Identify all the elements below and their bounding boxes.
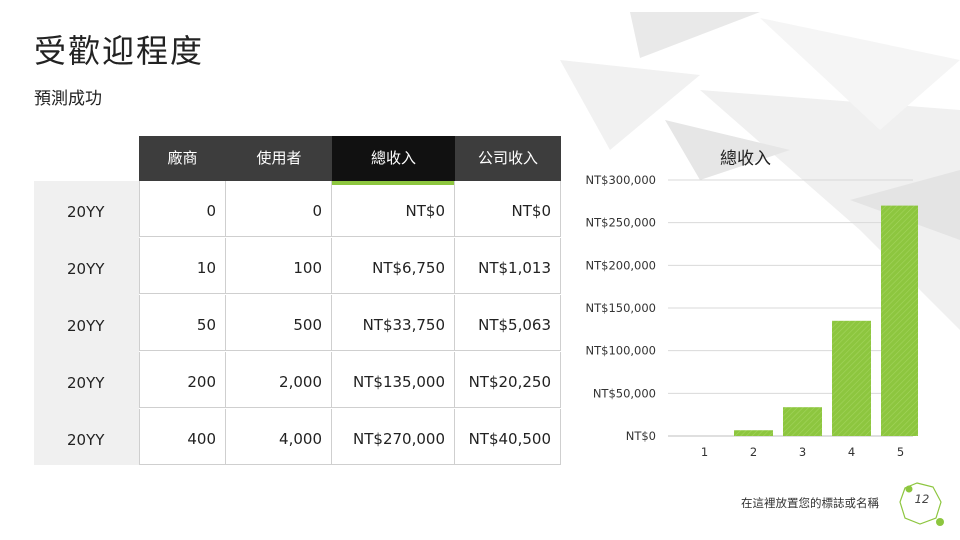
row-label: 20YY (67, 317, 105, 335)
y-tick-label: NT$50,000 (593, 386, 656, 400)
cell-vendors: 0 (139, 181, 226, 237)
page-number-badge (899, 482, 944, 526)
cell-total-revenue: NT$135,000 (332, 352, 455, 408)
cell-users: 2,000 (226, 352, 332, 408)
logo-placeholder-text: 在這裡放置您的標誌或名稱 (741, 496, 879, 510)
header-vendors: 廠商 (167, 149, 198, 167)
x-tick-label: 3 (799, 445, 806, 459)
revenue-bar-chart: NT$0 NT$50,000 NT$100,000 NT$150,000 NT$200,… (586, 173, 918, 459)
slide-subtitle: 預測成功 (34, 89, 102, 109)
slide-title: 受歡迎程度 (34, 32, 205, 70)
data-table: 0 0 NT$0 NT$0 10 100 NT$6,750 NT$1,013 5… (139, 181, 561, 466)
y-tick-label: NT$0 (626, 429, 656, 443)
x-tick-label: 5 (897, 445, 904, 459)
cell-users: 100 (226, 238, 332, 294)
x-tick-label: 2 (750, 445, 757, 459)
cell-users: 4,000 (226, 409, 332, 465)
row-label: 20YY (67, 203, 105, 221)
header-company-revenue: 公司收入 (477, 149, 538, 167)
cell-company-revenue: NT$1,013 (455, 238, 561, 294)
cell-company-revenue: NT$40,500 (455, 409, 561, 465)
cell-vendors: 50 (139, 295, 226, 351)
highlight-underline (332, 181, 455, 185)
x-tick-label: 1 (701, 445, 708, 459)
table-row: 0 0 NT$0 NT$0 (139, 181, 561, 238)
cell-company-revenue: NT$0 (455, 181, 561, 237)
cell-vendors: 400 (139, 409, 226, 465)
cell-vendors: 10 (139, 238, 226, 294)
row-header-band (34, 181, 139, 465)
table-row: 50 500 NT$33,750 NT$5,063 (139, 295, 561, 352)
row-label: 20YY (67, 374, 105, 392)
y-tick-label: NT$250,000 (586, 216, 657, 230)
y-tick-label: NT$100,000 (586, 344, 657, 358)
chart-bar (783, 407, 822, 436)
cell-total-revenue: NT$270,000 (332, 409, 455, 465)
cell-total-revenue: NT$6,750 (332, 238, 455, 294)
chart-bar (832, 320, 871, 436)
row-label: 20YY (67, 431, 105, 449)
chart-title: 總收入 (720, 149, 771, 169)
y-tick-label: NT$300,000 (586, 173, 657, 187)
cell-vendors: 200 (139, 352, 226, 408)
chart-bar (881, 205, 918, 436)
cell-total-revenue: NT$0 (332, 181, 455, 237)
header-users: 使用者 (256, 149, 302, 167)
cell-company-revenue: NT$5,063 (455, 295, 561, 351)
row-label: 20YY (67, 260, 105, 278)
cell-users: 0 (226, 181, 332, 237)
table-row: 10 100 NT$6,750 NT$1,013 (139, 238, 561, 295)
table-header: 廠商 使用者 總收入 公司收入 (139, 136, 561, 181)
table-row: 200 2,000 NT$135,000 NT$20,250 (139, 352, 561, 409)
chart-bar (734, 430, 773, 436)
table-row: 400 4,000 NT$270,000 NT$40,500 (139, 409, 561, 466)
page-number: 12 (914, 492, 930, 506)
header-total-revenue: 總收入 (332, 136, 455, 181)
cell-users: 500 (226, 295, 332, 351)
cell-total-revenue: NT$33,750 (332, 295, 455, 351)
y-tick-label: NT$150,000 (586, 301, 657, 315)
cell-company-revenue: NT$20,250 (455, 352, 561, 408)
y-tick-label: NT$200,000 (586, 258, 657, 272)
x-tick-label: 4 (848, 445, 855, 459)
